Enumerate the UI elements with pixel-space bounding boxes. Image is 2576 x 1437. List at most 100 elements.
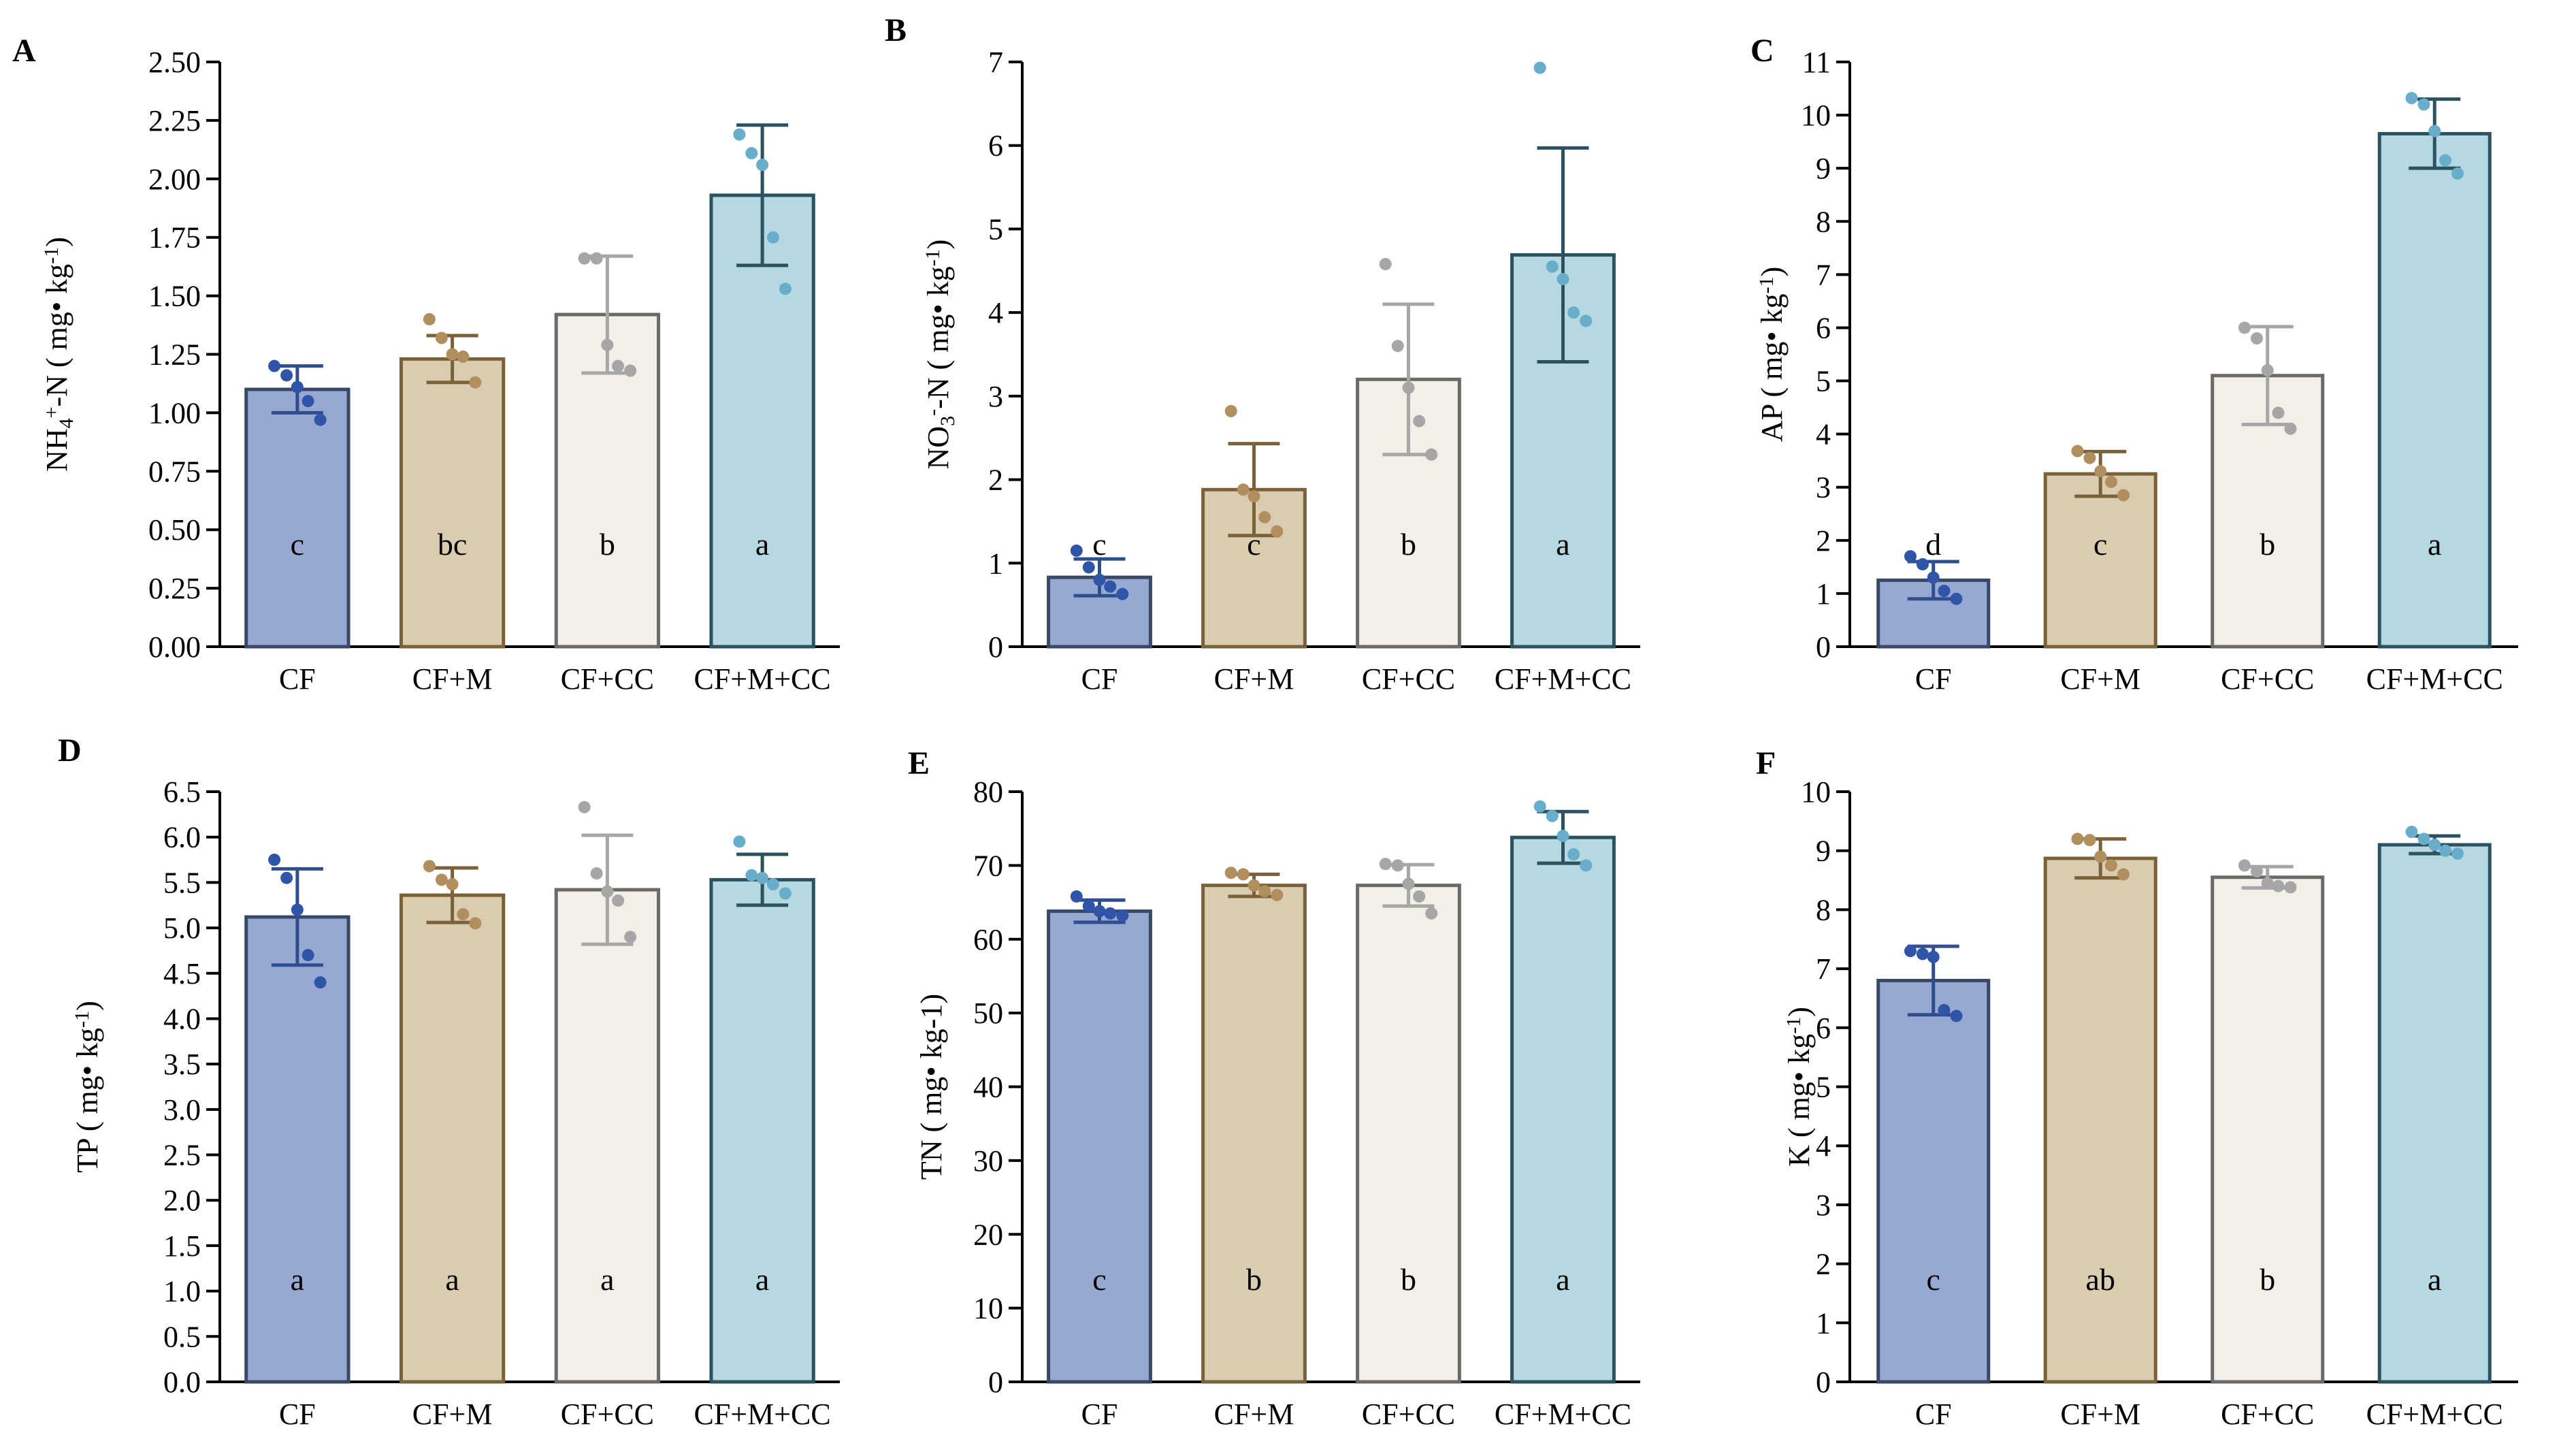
y-tick-label: 7 (988, 46, 1003, 79)
y-axis-label-part: + (40, 406, 63, 418)
data-point (268, 854, 281, 867)
y-axis-label: TP ( mg• kg-1) (71, 1001, 105, 1173)
data-point (1070, 544, 1083, 557)
y-tick-label: 30 (973, 1144, 1003, 1178)
data-point (2261, 877, 2274, 890)
y-axis-label-part: • (922, 304, 955, 314)
panel-letter: F (1756, 745, 1776, 781)
panel-C: C 0 1 2 3 4 5 6 7 8 9 10 11 AP ( mg• kg-1) d CF c CF+M b CF… (1750, 33, 2518, 696)
significance-letter: b (2260, 527, 2275, 562)
bar-CF+M+CC (709, 877, 815, 1384)
data-point (2261, 364, 2274, 376)
data-point (423, 312, 436, 325)
data-point (469, 376, 482, 389)
data-point (1237, 483, 1250, 496)
data-point (2417, 833, 2430, 845)
significance-letter: b (1401, 527, 1416, 562)
data-point (756, 871, 769, 884)
data-point (423, 860, 436, 873)
data-point (1104, 907, 1117, 920)
bar-CF (244, 915, 350, 1384)
y-tick-label: 1.25 (148, 338, 201, 372)
bar-CF+M (2043, 856, 2157, 1384)
y-axis-label-part: 4 (55, 418, 78, 428)
data-point (280, 369, 293, 382)
y-tick-label: 5 (1816, 1071, 1831, 1104)
y-axis-label-part: K ( mg (1782, 1082, 1816, 1167)
x-tick-label: CF (1081, 662, 1118, 696)
data-point (301, 395, 314, 408)
data-point (1224, 404, 1237, 417)
y-axis-label-part: kg (71, 1028, 104, 1065)
y-tick-label: 0.00 (148, 630, 201, 664)
y-axis-label-part: -1 (40, 247, 63, 264)
y-tick-label: 1.00 (148, 396, 201, 430)
data-point (291, 381, 304, 393)
y-axis-label-part: ) (1755, 267, 1789, 277)
panel-F: F 0 1 2 3 4 5 6 7 8 9 10 K ( mg• kg-1) c CF ab CF+M b CF+C… (1756, 745, 2518, 1431)
y-axis-label-part: kg (922, 266, 955, 304)
bar-CF+CC (554, 888, 661, 1384)
data-point (1950, 592, 1963, 605)
x-tick-label: CF+M (412, 662, 493, 696)
data-point (457, 350, 470, 363)
data-point (1379, 858, 1392, 871)
y-axis-label-part: ) (922, 240, 955, 250)
y-tick-label: 3.5 (163, 1048, 201, 1081)
data-point (624, 931, 637, 943)
data-point (1248, 879, 1260, 892)
y-tick-label: 50 (973, 997, 1003, 1030)
y-tick-label: 0.0 (163, 1366, 201, 1399)
data-point (1104, 580, 1117, 593)
y-tick-label: 8 (1816, 893, 1831, 926)
y-tick-label: 60 (973, 923, 1003, 956)
significance-letter: b (1246, 1262, 1262, 1297)
data-point (457, 908, 470, 921)
y-tick-label: 10 (1801, 775, 1831, 809)
data-point (1116, 587, 1129, 600)
y-axis-label-part: -N ( mg (922, 314, 955, 409)
data-point (1413, 890, 1426, 903)
y-axis-label: TN ( mg• kg-1) (915, 994, 948, 1180)
data-point (1904, 945, 1917, 958)
x-tick-label: CF (1081, 1398, 1118, 1431)
y-tick-label: 2.5 (163, 1139, 201, 1172)
data-point (612, 894, 625, 907)
y-tick-label: 4 (988, 296, 1003, 329)
significance-letter: ab (2086, 1262, 2115, 1297)
y-tick-label: 9 (1816, 152, 1831, 185)
data-point (1391, 859, 1404, 872)
bar-CF+M+CC (2377, 843, 2492, 1384)
data-point (301, 949, 314, 962)
significance-letter: a (600, 1262, 614, 1297)
y-axis-label-part: kg (40, 264, 74, 302)
x-tick-label: CF+M (1214, 662, 1294, 696)
y-axis-label-part: ) (40, 237, 74, 247)
data-point (2071, 833, 2084, 845)
data-point (1580, 314, 1593, 327)
data-point (1556, 830, 1569, 843)
data-point (1082, 899, 1095, 912)
y-tick-label: 11 (1802, 46, 1831, 79)
data-point (2272, 879, 2285, 892)
x-tick-label: CF (1915, 1398, 1952, 1431)
x-tick-label: CF+M+CC (2366, 662, 2503, 696)
y-axis-label-part: • (71, 1065, 104, 1076)
y-tick-label: 0.5 (163, 1320, 201, 1353)
data-point (2083, 834, 2096, 847)
data-point (766, 231, 779, 244)
data-point (1116, 909, 1129, 922)
significance-letter: c (1092, 527, 1106, 562)
y-tick-label: 6.0 (163, 821, 201, 854)
data-point (2117, 489, 2130, 502)
data-point (2251, 332, 2263, 345)
x-tick-label: CF+M+CC (1495, 662, 1631, 696)
data-point (1258, 885, 1271, 898)
data-point (1413, 415, 1426, 427)
data-point (2428, 125, 2441, 138)
bar-CF+M+CC (1510, 835, 1616, 1384)
significance-letter: a (2428, 1262, 2441, 1297)
significance-letter: b (2260, 1262, 2275, 1297)
data-point (2439, 154, 2451, 167)
data-point (2117, 868, 2130, 881)
